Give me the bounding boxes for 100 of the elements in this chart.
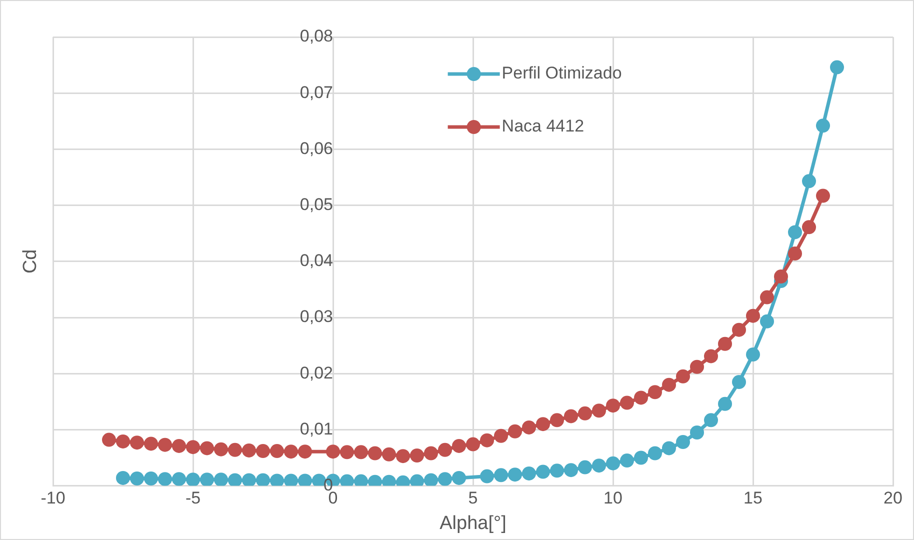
point xyxy=(172,438,186,453)
point xyxy=(452,438,466,453)
legend-label: Perfil Otimizado xyxy=(502,64,622,83)
point xyxy=(186,440,200,454)
point xyxy=(242,443,256,458)
y-tick-label: 0,06 xyxy=(300,138,333,158)
y-axis-title: Cd xyxy=(20,249,42,274)
point xyxy=(116,470,130,485)
point xyxy=(424,446,438,460)
point xyxy=(676,369,690,384)
point xyxy=(270,444,284,458)
point xyxy=(578,460,592,474)
point xyxy=(578,406,592,420)
point xyxy=(746,348,760,362)
point xyxy=(508,468,522,482)
point xyxy=(732,375,746,390)
point xyxy=(228,473,242,486)
point xyxy=(424,473,438,486)
point xyxy=(256,444,270,458)
point xyxy=(676,435,690,450)
x-tick-label: 5 xyxy=(468,488,478,508)
y-tick-label: 0,03 xyxy=(300,307,333,326)
point xyxy=(732,322,746,337)
point xyxy=(662,378,676,392)
point xyxy=(480,469,494,484)
point xyxy=(242,473,256,486)
point xyxy=(116,434,130,448)
point xyxy=(648,446,662,460)
x-tick-label: -5 xyxy=(185,488,201,508)
point xyxy=(648,385,662,400)
point xyxy=(536,464,550,479)
point xyxy=(200,472,214,486)
y-tick-label: 0,02 xyxy=(300,363,333,382)
point xyxy=(200,441,214,456)
point xyxy=(298,444,312,459)
point xyxy=(312,474,326,486)
point xyxy=(172,472,186,486)
point xyxy=(340,445,354,460)
point xyxy=(690,360,704,374)
point xyxy=(396,449,410,464)
point xyxy=(816,188,830,203)
point xyxy=(746,308,760,323)
point xyxy=(228,442,242,457)
point xyxy=(522,420,536,434)
x-tick-label: 10 xyxy=(604,488,622,508)
point xyxy=(256,473,270,486)
point xyxy=(760,314,774,328)
point xyxy=(802,174,816,188)
point xyxy=(830,60,844,74)
point xyxy=(494,468,508,482)
point xyxy=(620,396,634,410)
point xyxy=(564,463,578,478)
point xyxy=(480,433,494,448)
point xyxy=(144,472,158,486)
point xyxy=(144,436,158,451)
x-tick-label: 20 xyxy=(884,488,902,508)
point xyxy=(102,432,116,447)
point xyxy=(760,290,774,304)
point xyxy=(438,472,452,486)
point xyxy=(270,474,284,486)
point xyxy=(704,413,718,428)
point xyxy=(130,436,144,450)
x-axis-title: Alpha[°] xyxy=(440,512,506,534)
x-tick-label: -10 xyxy=(40,488,66,508)
point xyxy=(466,437,480,452)
point xyxy=(438,442,452,457)
point xyxy=(130,472,144,486)
point xyxy=(326,444,340,459)
point xyxy=(788,246,802,261)
point xyxy=(690,426,704,440)
point xyxy=(452,470,466,485)
point xyxy=(158,438,172,452)
point xyxy=(284,474,298,486)
point xyxy=(634,450,648,465)
point xyxy=(284,444,298,459)
y-tick-label: 0,07 xyxy=(300,82,333,102)
point xyxy=(606,398,620,413)
y-tick-label: 0,08 xyxy=(300,26,333,46)
point xyxy=(718,336,732,351)
point xyxy=(186,472,200,486)
point xyxy=(214,442,228,456)
point xyxy=(704,349,718,364)
point xyxy=(788,225,802,240)
y-tick-label: 0,04 xyxy=(300,251,333,270)
point xyxy=(802,220,816,234)
point xyxy=(550,464,564,478)
point xyxy=(158,472,172,486)
point xyxy=(550,413,564,428)
point xyxy=(522,466,536,480)
point xyxy=(592,404,606,418)
point xyxy=(354,445,368,460)
point xyxy=(382,447,396,462)
point xyxy=(368,446,382,460)
point xyxy=(816,118,830,133)
point xyxy=(298,474,312,486)
point xyxy=(410,448,424,463)
point xyxy=(494,428,508,443)
point xyxy=(634,390,648,405)
point xyxy=(508,424,522,438)
point xyxy=(662,441,676,456)
